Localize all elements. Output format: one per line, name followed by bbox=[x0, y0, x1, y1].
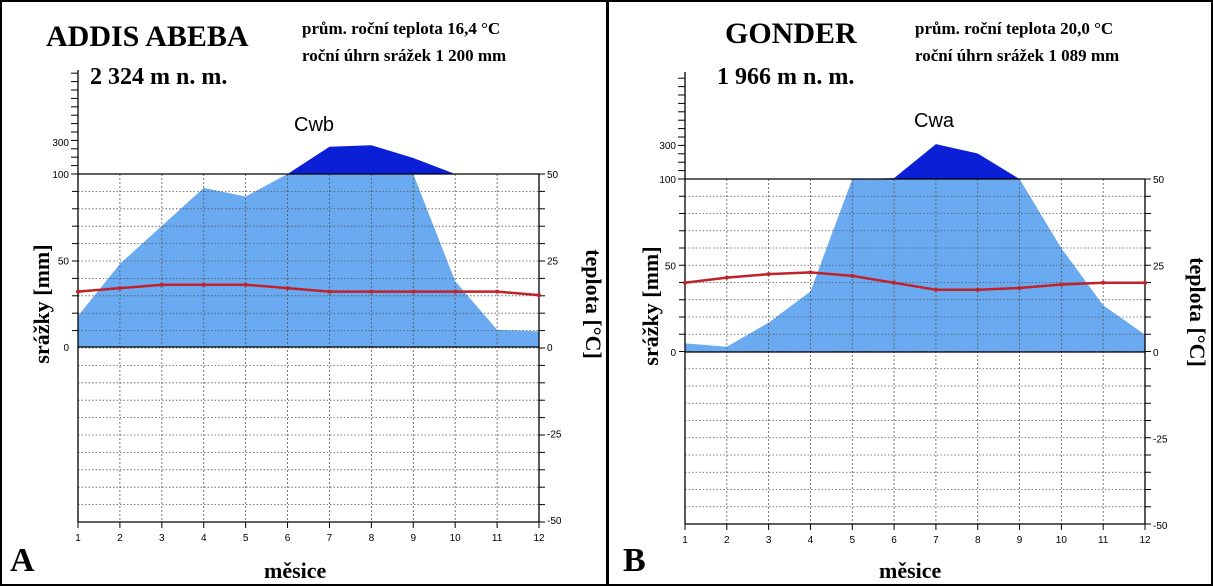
left-tick-label: 300 bbox=[659, 141, 676, 152]
right-tick-label: 50 bbox=[547, 170, 559, 181]
x-tick-label: 8 bbox=[975, 535, 981, 546]
right-tick-label: 0 bbox=[1153, 348, 1159, 359]
temperature-point bbox=[1059, 282, 1064, 287]
temperature-line bbox=[77, 283, 540, 297]
climate-diagram-panel-a: ADDIS ABEBA 2 324 m n. m. prům. roční te… bbox=[0, 0, 608, 586]
annual-temperature-info: prům. roční teplota 16,4 °C bbox=[302, 19, 501, 38]
precipitation-area bbox=[685, 179, 1145, 352]
temperature-point bbox=[892, 280, 897, 285]
x-tick-label: 3 bbox=[159, 533, 165, 544]
panel-letter: B bbox=[623, 542, 646, 579]
precipitation-excess-area bbox=[78, 145, 539, 174]
panel-letter: A bbox=[10, 542, 35, 579]
temperature-point bbox=[683, 280, 687, 285]
x-tick-label: 9 bbox=[1017, 535, 1023, 546]
station-altitude: 2 324 m n. m. bbox=[90, 64, 228, 90]
temperature-point bbox=[159, 282, 164, 287]
x-tick-label: 10 bbox=[450, 533, 462, 544]
precipitation-area bbox=[78, 174, 539, 347]
x-tick-label: 10 bbox=[1056, 535, 1068, 546]
left-tick-label: 100 bbox=[659, 175, 676, 186]
climate-diagram-panel-b: GONDER 1 966 m n. m. prům. roční teplota… bbox=[607, 0, 1213, 586]
x-tick-label: 7 bbox=[933, 535, 939, 546]
x-tick-label: 4 bbox=[808, 535, 814, 546]
temperature-point bbox=[369, 289, 374, 294]
x-axis-label: měsice bbox=[879, 558, 942, 583]
temperature-point bbox=[933, 287, 938, 292]
right-tick-label: -50 bbox=[547, 516, 562, 527]
temperature-point bbox=[537, 293, 541, 298]
x-tick-label: 8 bbox=[369, 533, 375, 544]
temperature-point bbox=[453, 289, 458, 294]
x-tick-label: 5 bbox=[849, 535, 855, 546]
x-tick-label: 12 bbox=[1139, 535, 1151, 546]
temperature-point bbox=[1143, 280, 1147, 285]
x-tick-label: 1 bbox=[682, 535, 688, 546]
x-tick-label: 4 bbox=[201, 533, 207, 544]
x-tick-label: 11 bbox=[492, 533, 503, 544]
temperature-point bbox=[808, 270, 813, 275]
right-tick-label: 50 bbox=[1153, 175, 1165, 186]
right-tick-label: 25 bbox=[1153, 262, 1165, 273]
x-tick-label: 6 bbox=[891, 535, 897, 546]
left-tick-label: 300 bbox=[52, 138, 69, 149]
left-tick-label: 0 bbox=[670, 348, 676, 359]
temperature-point bbox=[411, 289, 416, 294]
x-tick-label: 2 bbox=[724, 535, 730, 546]
right-tick-label: 25 bbox=[547, 257, 559, 268]
right-tick-label: 0 bbox=[547, 343, 553, 354]
temperature-point bbox=[201, 282, 206, 287]
annual-precipitation-info: roční úhrn srážek 1 200 mm bbox=[302, 46, 507, 65]
left-tick-label: 50 bbox=[58, 257, 70, 268]
x-tick-label: 5 bbox=[243, 533, 249, 544]
right-tick-label: -25 bbox=[1153, 435, 1168, 446]
temperature-point bbox=[76, 289, 80, 294]
right-tick-label: -25 bbox=[547, 430, 562, 441]
temperature-point bbox=[327, 289, 332, 294]
x-tick-label: 2 bbox=[117, 533, 123, 544]
station-name: ADDIS ABEBA bbox=[46, 20, 249, 53]
x-tick-label: 3 bbox=[766, 535, 772, 546]
climate-class-label: Cwa bbox=[914, 110, 955, 132]
station-name: GONDER bbox=[725, 17, 857, 50]
left-tick-label: 50 bbox=[665, 262, 677, 273]
x-tick-label: 1 bbox=[75, 533, 81, 544]
x-tick-label: 11 bbox=[1098, 535, 1109, 546]
temperature-point bbox=[975, 287, 980, 292]
precipitation-excess-area bbox=[685, 144, 1145, 179]
temperature-point bbox=[1017, 285, 1022, 290]
temperature-point bbox=[285, 286, 290, 291]
temperature-point bbox=[1101, 280, 1106, 285]
right-tick-label: -50 bbox=[1153, 521, 1168, 532]
temperature-line bbox=[684, 271, 1145, 291]
temperature-point bbox=[724, 275, 729, 280]
annual-precipitation-info: roční úhrn srážek 1 089 mm bbox=[915, 46, 1120, 65]
left-tick-label: 0 bbox=[63, 343, 69, 354]
x-tick-label: 7 bbox=[327, 533, 333, 544]
climate-class-label: Cwb bbox=[294, 114, 335, 136]
temperature-point bbox=[117, 286, 122, 291]
x-tick-label: 12 bbox=[533, 533, 545, 544]
x-axis-label: měsice bbox=[264, 558, 327, 583]
left-tick-label: 100 bbox=[52, 170, 69, 181]
temperature-point bbox=[850, 273, 855, 278]
annual-temperature-info: prům. roční teplota 20,0 °C bbox=[915, 19, 1114, 38]
x-tick-label: 9 bbox=[410, 533, 416, 544]
temperature-point bbox=[243, 282, 248, 287]
station-altitude: 1 966 m n. m. bbox=[717, 64, 855, 90]
temperature-point bbox=[495, 289, 500, 294]
x-tick-label: 6 bbox=[285, 533, 291, 544]
temperature-point bbox=[766, 272, 771, 277]
